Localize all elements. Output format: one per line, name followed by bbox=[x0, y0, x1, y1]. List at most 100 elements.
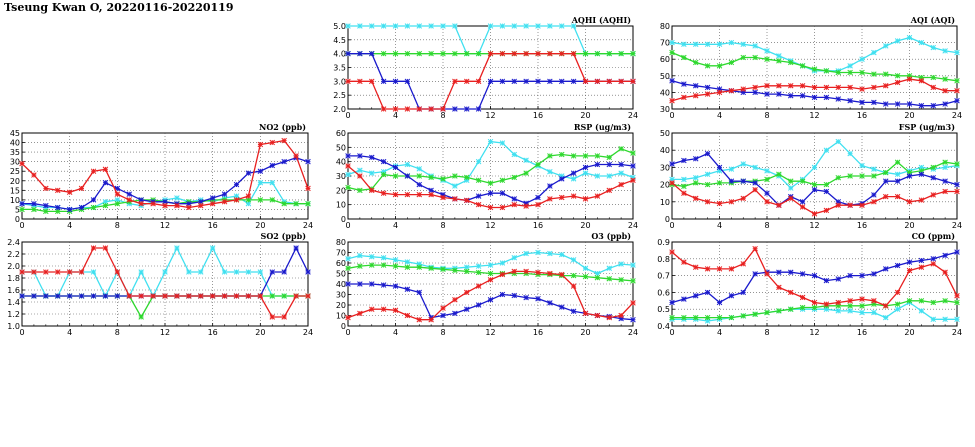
data-point bbox=[594, 50, 601, 57]
data-point bbox=[871, 49, 877, 56]
data-point bbox=[368, 170, 375, 176]
data-point bbox=[823, 147, 830, 153]
data-point bbox=[582, 310, 589, 317]
y-tick-label: 0 bbox=[341, 322, 346, 331]
x-tick-label: 12 bbox=[485, 221, 495, 230]
data-point bbox=[835, 202, 842, 208]
y-tick-label: 20 bbox=[10, 177, 20, 186]
data-point bbox=[606, 161, 613, 168]
data-point bbox=[752, 180, 758, 186]
data-point bbox=[269, 162, 276, 169]
data-point bbox=[416, 23, 423, 29]
data-point bbox=[728, 59, 735, 66]
data-point bbox=[692, 92, 699, 99]
data-point bbox=[942, 164, 948, 171]
data-point bbox=[752, 311, 758, 317]
data-point bbox=[799, 63, 806, 69]
data-point bbox=[368, 262, 375, 268]
data-point bbox=[787, 185, 794, 191]
y-tick-label: 0.8 bbox=[657, 255, 670, 264]
data-point bbox=[582, 273, 589, 280]
data-point bbox=[728, 293, 735, 299]
data-point bbox=[475, 269, 482, 276]
panel-title: RSP (ug/m3) bbox=[574, 122, 631, 132]
data-point bbox=[558, 176, 565, 182]
y-tick-label: 60 bbox=[336, 129, 346, 138]
data-point bbox=[918, 298, 925, 304]
data-point bbox=[404, 286, 411, 293]
series-green bbox=[345, 146, 636, 194]
data-point bbox=[452, 50, 458, 57]
data-point bbox=[511, 151, 518, 158]
data-point bbox=[716, 314, 723, 321]
y-tick-label: 3.0 bbox=[333, 77, 346, 86]
x-tick-label: 12 bbox=[160, 221, 170, 230]
y-tick-label: 2.5 bbox=[333, 91, 346, 100]
data-point bbox=[281, 269, 287, 275]
data-point bbox=[281, 200, 287, 207]
data-point bbox=[357, 78, 363, 85]
data-point bbox=[380, 78, 387, 85]
data-point bbox=[440, 266, 446, 273]
data-point bbox=[942, 178, 948, 184]
data-point bbox=[380, 282, 387, 288]
x-tick-label: 0 bbox=[669, 221, 674, 230]
data-point bbox=[882, 303, 889, 309]
data-point bbox=[787, 92, 794, 99]
data-point bbox=[221, 293, 228, 299]
data-point bbox=[90, 245, 97, 251]
data-point bbox=[416, 166, 423, 172]
data-point bbox=[752, 245, 758, 252]
data-point bbox=[357, 173, 363, 179]
y-tick-label: 40 bbox=[660, 146, 670, 155]
data-point bbox=[174, 245, 180, 251]
data-point bbox=[392, 307, 399, 314]
x-tick-label: 20 bbox=[255, 328, 265, 337]
x-tick-label: 24 bbox=[628, 221, 638, 230]
data-point bbox=[499, 140, 506, 146]
data-point bbox=[811, 94, 818, 101]
data-point bbox=[882, 83, 889, 89]
data-point bbox=[404, 50, 411, 57]
data-point bbox=[681, 41, 687, 48]
data-point bbox=[392, 263, 399, 269]
series-blue bbox=[669, 249, 960, 306]
data-point bbox=[380, 158, 387, 165]
data-point bbox=[930, 256, 937, 262]
data-point bbox=[752, 43, 758, 49]
y-tick-label: 40 bbox=[336, 158, 346, 167]
data-point bbox=[102, 179, 109, 186]
data-point bbox=[942, 101, 948, 107]
data-point bbox=[740, 161, 747, 167]
x-tick-label: 16 bbox=[533, 111, 543, 120]
series-red bbox=[345, 268, 636, 323]
data-point bbox=[618, 312, 624, 319]
series-red bbox=[345, 163, 636, 211]
data-point bbox=[452, 296, 458, 303]
data-point bbox=[440, 106, 446, 112]
data-point bbox=[716, 200, 723, 207]
y-tick-label: 0 bbox=[341, 215, 346, 224]
data-point bbox=[150, 293, 156, 299]
data-point bbox=[380, 106, 387, 112]
y-tick-label: 50 bbox=[660, 72, 670, 81]
x-tick-label: 8 bbox=[440, 328, 445, 337]
data-point bbox=[859, 162, 865, 169]
x-tick-label: 12 bbox=[809, 221, 819, 230]
data-point bbox=[606, 78, 613, 85]
data-point bbox=[942, 252, 948, 259]
panel-co: 0.4 0.5 0.6 0.7 0.8 0.9 0 4 8 12 16 20 24 CO (ppm) bbox=[657, 231, 962, 337]
data-point bbox=[871, 298, 877, 304]
data-point bbox=[594, 153, 601, 159]
data-point bbox=[823, 188, 830, 195]
data-point bbox=[847, 308, 853, 314]
data-point bbox=[404, 23, 411, 29]
series-red bbox=[345, 50, 636, 112]
data-point bbox=[257, 141, 264, 148]
data-point bbox=[847, 173, 853, 179]
data-point bbox=[740, 41, 747, 48]
data-point bbox=[871, 199, 877, 205]
data-point bbox=[368, 23, 375, 29]
data-point bbox=[954, 161, 960, 167]
data-point bbox=[930, 299, 937, 306]
